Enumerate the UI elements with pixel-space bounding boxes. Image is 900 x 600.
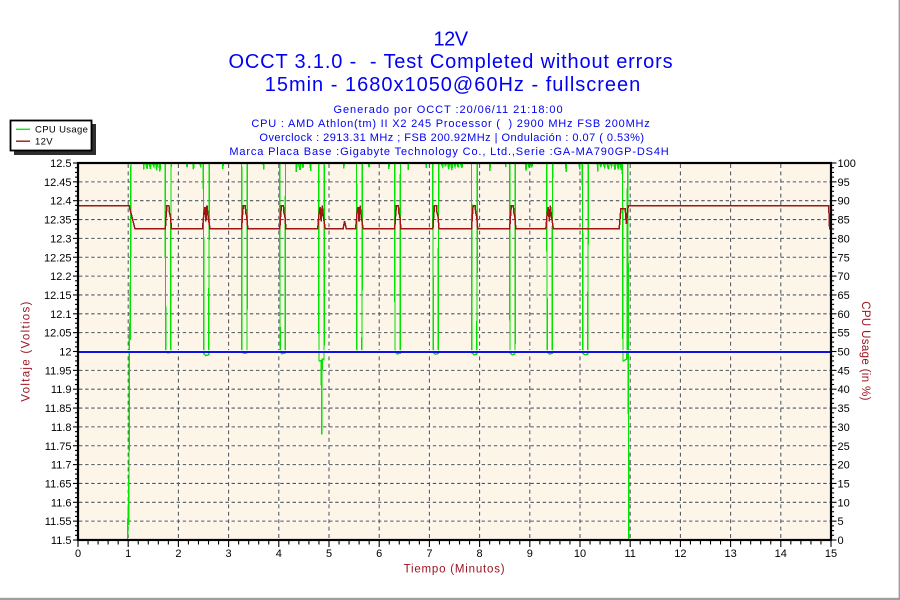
svg-text:CPU Usage: CPU Usage [35, 125, 88, 136]
svg-text:65: 65 [838, 290, 850, 302]
svg-text:2: 2 [175, 548, 181, 560]
svg-text:11.85: 11.85 [45, 403, 72, 415]
svg-text:11.55: 11.55 [45, 516, 72, 528]
svg-text:12.15: 12.15 [44, 290, 72, 302]
svg-text:40: 40 [838, 384, 850, 396]
svg-text:11.5: 11.5 [51, 535, 72, 547]
svg-text:12V: 12V [35, 137, 53, 148]
svg-text:CPU : AMD Athlon(tm) II X2 245: CPU : AMD Athlon(tm) II X2 245 Processor… [251, 118, 650, 130]
svg-text:Voltaje (Voltios): Voltaje (Voltios) [21, 300, 33, 401]
svg-text:15min - 1680x1050@60Hz - fulls: 15min - 1680x1050@60Hz - fullscreen [265, 74, 642, 96]
svg-text:50: 50 [838, 347, 850, 359]
svg-text:5: 5 [326, 548, 332, 560]
svg-text:60: 60 [838, 309, 850, 321]
svg-text:Marca Placa Base :Gigabyte Tec: Marca Placa Base :Gigabyte Technology Co… [229, 146, 669, 158]
svg-text:8: 8 [477, 548, 483, 560]
svg-text:9: 9 [527, 548, 533, 560]
svg-text:70: 70 [838, 271, 850, 283]
svg-text:12.45: 12.45 [44, 177, 72, 189]
svg-text:10: 10 [838, 497, 850, 509]
svg-text:0: 0 [838, 535, 844, 547]
svg-text:12.2: 12.2 [50, 271, 71, 283]
svg-text:35: 35 [838, 403, 850, 415]
svg-text:12.25: 12.25 [44, 252, 72, 264]
svg-text:15: 15 [838, 478, 850, 490]
svg-text:5: 5 [838, 516, 844, 528]
svg-text:12V: 12V [433, 29, 468, 51]
svg-text:0: 0 [75, 548, 81, 560]
svg-text:85: 85 [838, 215, 850, 227]
svg-text:25: 25 [838, 441, 850, 453]
svg-text:80: 80 [838, 233, 850, 245]
svg-text:13: 13 [724, 548, 736, 560]
svg-text:15: 15 [825, 548, 837, 560]
svg-text:6: 6 [376, 548, 382, 560]
svg-text:11.9: 11.9 [51, 384, 72, 396]
svg-text:12.05: 12.05 [44, 328, 72, 340]
svg-text:3: 3 [226, 548, 232, 560]
svg-text:11.65: 11.65 [45, 478, 72, 490]
svg-text:20: 20 [838, 460, 850, 472]
svg-text:12: 12 [674, 548, 686, 560]
svg-text:Generado por OCCT :20/06/11 21: Generado por OCCT :20/06/11 21:18:00 [333, 104, 563, 116]
svg-text:11.7: 11.7 [51, 460, 72, 472]
svg-text:11.75: 11.75 [45, 441, 72, 453]
svg-text:45: 45 [838, 365, 850, 377]
svg-text:95: 95 [838, 177, 850, 189]
svg-text:30: 30 [838, 422, 850, 434]
svg-text:12.4: 12.4 [50, 196, 71, 208]
svg-text:11.95: 11.95 [45, 365, 72, 377]
svg-text:12: 12 [59, 347, 71, 359]
svg-text:11.8: 11.8 [51, 422, 72, 434]
svg-text:Tiempo (Minutos): Tiempo (Minutos) [404, 564, 506, 576]
svg-text:OCCT 3.1.0 - - Test Completed: OCCT 3.1.0 - - Test Completed without er… [229, 51, 674, 73]
svg-text:12.3: 12.3 [50, 233, 71, 245]
svg-text:90: 90 [838, 196, 850, 208]
svg-text:4: 4 [276, 548, 282, 560]
svg-text:55: 55 [838, 328, 850, 340]
svg-text:CPU Usage (in %): CPU Usage (in %) [859, 301, 871, 401]
svg-text:Overclock : 2913.31 MHz ; FSB: Overclock : 2913.31 MHz ; FSB 200.92MHz … [259, 132, 644, 144]
svg-text:75: 75 [838, 252, 850, 264]
svg-text:11.6: 11.6 [51, 497, 72, 509]
svg-text:12.35: 12.35 [44, 215, 72, 227]
svg-text:7: 7 [426, 548, 432, 560]
svg-text:12.5: 12.5 [50, 158, 71, 170]
svg-text:100: 100 [838, 158, 856, 170]
svg-text:10: 10 [574, 548, 586, 560]
svg-text:1: 1 [125, 548, 131, 560]
svg-text:12.1: 12.1 [50, 309, 71, 321]
svg-text:14: 14 [775, 548, 787, 560]
svg-text:11: 11 [624, 548, 635, 560]
